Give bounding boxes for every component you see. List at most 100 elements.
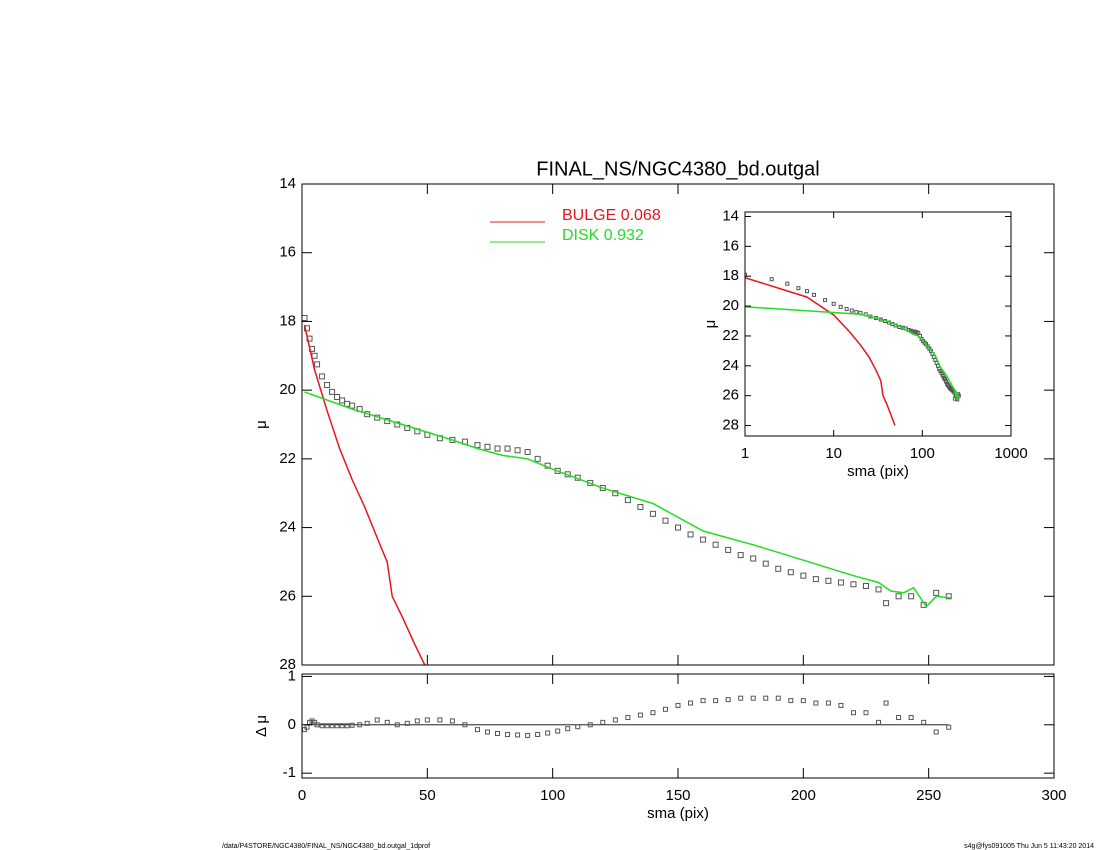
x-tick-label: 50 <box>419 787 436 804</box>
data-point <box>837 579 844 586</box>
residual-point <box>637 712 643 718</box>
x-axis-label: sma (pix) <box>847 463 909 480</box>
data-point <box>785 281 790 286</box>
residual-point <box>424 717 430 723</box>
data-point <box>349 402 356 409</box>
y-axis-label: μ <box>702 320 719 329</box>
model-line <box>304 391 952 608</box>
data-point <box>812 576 819 583</box>
data-point <box>883 600 890 607</box>
residual-point <box>324 723 330 729</box>
y-tick-label: 20 <box>722 297 739 314</box>
y-tick-label: -1 <box>283 764 296 781</box>
data-point <box>302 314 308 321</box>
data-point <box>599 485 606 492</box>
residual-point <box>946 724 952 730</box>
residual-point <box>675 702 681 708</box>
data-point <box>737 552 744 559</box>
residual-point <box>414 718 420 724</box>
residual-point <box>404 720 410 726</box>
data-point <box>769 277 774 282</box>
x-tick-label: 250 <box>916 787 941 804</box>
data-point <box>933 589 940 596</box>
x-tick-label: 300 <box>1041 787 1066 804</box>
residual-point <box>374 717 380 723</box>
y-tick-label: 18 <box>722 267 739 284</box>
x-axis-label: sma (pix) <box>647 805 709 822</box>
data-point <box>787 569 794 576</box>
x-tick-label: 1 <box>741 445 749 462</box>
residual-point <box>339 723 345 729</box>
data-point <box>319 373 326 380</box>
y-axis-label: μ <box>253 420 270 429</box>
data-point <box>825 577 832 584</box>
residual-point <box>357 722 363 728</box>
data-point <box>854 310 859 315</box>
model-line <box>745 276 896 426</box>
residual-point <box>921 719 927 725</box>
residual-point <box>462 722 468 728</box>
data-point <box>775 565 782 572</box>
residual-point <box>775 695 781 701</box>
y-tick-label: 16 <box>279 244 296 261</box>
data-point <box>762 560 769 567</box>
data-point <box>494 445 501 452</box>
residual-point <box>713 698 719 704</box>
y-tick-label: 28 <box>722 417 739 434</box>
y-tick-label: 22 <box>279 450 296 467</box>
y-tick-label: 1 <box>288 667 296 684</box>
data-point <box>514 447 521 454</box>
x-tick-label: 150 <box>665 787 690 804</box>
data-point <box>484 443 491 450</box>
residual-point <box>575 724 581 730</box>
y-tick-label: 22 <box>722 327 739 344</box>
residual-point <box>309 718 315 724</box>
residual-point <box>384 719 390 725</box>
residual-point <box>307 719 313 725</box>
residual-point <box>738 695 744 701</box>
residual-point <box>788 698 794 704</box>
frame <box>744 211 1012 437</box>
residual-point <box>495 730 501 736</box>
frame <box>301 673 1055 779</box>
data-point <box>745 272 747 277</box>
model-line <box>745 306 960 401</box>
data-point <box>750 555 757 562</box>
data-point <box>649 510 656 517</box>
residual-point <box>612 717 618 723</box>
residual-point <box>662 706 668 712</box>
residual-point <box>933 729 939 735</box>
y-tick-label: 18 <box>279 312 296 329</box>
residual-point <box>600 719 606 725</box>
residual-point <box>349 722 355 728</box>
data-point <box>895 593 902 600</box>
legend-label: DISK 0.932 <box>562 227 644 244</box>
footer-right: s4g@fys091005 Thu Jun 5 11:43:20 2014 <box>964 843 1094 850</box>
residual-point <box>800 698 806 704</box>
data-point <box>334 394 341 401</box>
data-point <box>945 593 952 600</box>
chart-title: FINAL_NS/NGC4380_bd.outgal <box>536 158 820 180</box>
residual-point <box>883 700 889 706</box>
residual-point <box>863 710 869 716</box>
data-point <box>838 304 843 309</box>
footer-left: /data/P4STORE/NGC4380/FINAL_NS/NGC4380_b… <box>222 843 430 850</box>
residual-point <box>850 710 856 716</box>
residual-point <box>700 698 706 704</box>
x-tick-label: 200 <box>791 787 816 804</box>
residual-point <box>319 723 325 729</box>
data-point <box>474 442 481 449</box>
x-tick-label: 1000 <box>994 445 1027 462</box>
residual-point <box>394 722 400 728</box>
data-point <box>329 388 336 395</box>
data-point <box>725 546 732 553</box>
residual-point <box>838 702 844 708</box>
residual-point <box>515 732 521 738</box>
residual-point <box>545 730 551 736</box>
residual-point <box>876 719 882 725</box>
residual-point <box>813 700 819 706</box>
y-tick-label: 0 <box>288 716 296 733</box>
y-tick-label: 26 <box>279 587 296 604</box>
data-point <box>800 572 807 579</box>
residual-point <box>825 700 831 706</box>
